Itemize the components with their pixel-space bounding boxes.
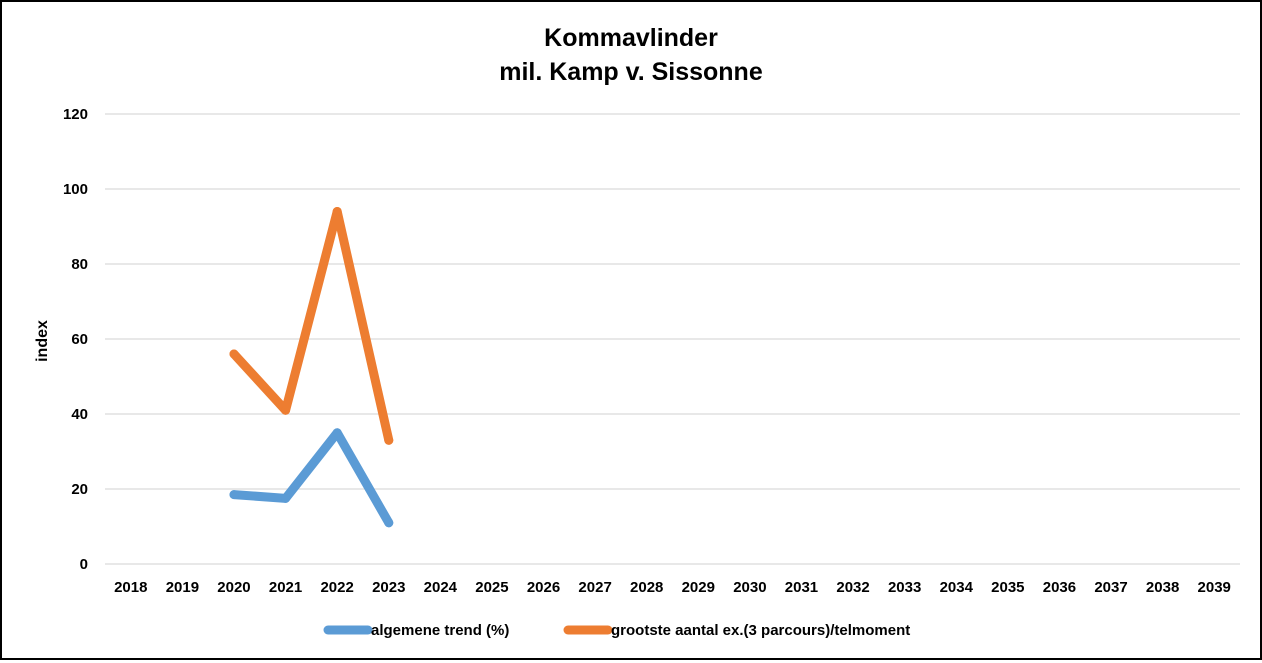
data-point xyxy=(281,405,291,415)
x-tick-label: 2027 xyxy=(578,579,611,596)
legend-label: grootste aantal ex.(3 parcours)/telmomen… xyxy=(611,622,910,639)
data-point xyxy=(332,428,342,438)
x-tick-label: 2026 xyxy=(527,579,560,596)
data-point xyxy=(229,490,239,500)
data-point xyxy=(384,435,394,445)
y-tick-label: 0 xyxy=(80,556,88,573)
x-tick-label: 2021 xyxy=(269,579,302,596)
x-tick-label: 2028 xyxy=(630,579,663,596)
y-tick-label: 40 xyxy=(71,406,88,423)
y-tick-label: 100 xyxy=(63,181,88,198)
y-axis-label: index xyxy=(34,320,51,362)
x-tick-label: 2039 xyxy=(1198,579,1231,596)
x-tick-label: 2036 xyxy=(1043,579,1076,596)
data-point xyxy=(281,493,291,503)
x-tick-label: 2025 xyxy=(475,579,508,596)
x-tick-label: 2023 xyxy=(372,579,405,596)
y-tick-label: 60 xyxy=(71,331,88,348)
x-tick-label: 2035 xyxy=(991,579,1024,596)
series-line-2 xyxy=(229,207,394,445)
x-tick-label: 2037 xyxy=(1094,579,1127,596)
series-line-1 xyxy=(229,428,394,528)
data-point xyxy=(229,349,239,359)
x-tick-label: 2020 xyxy=(217,579,250,596)
x-tick-label: 2022 xyxy=(320,579,353,596)
x-tick-label: 2034 xyxy=(940,579,974,596)
data-point xyxy=(332,207,342,216)
x-tick-label: 2024 xyxy=(424,579,458,596)
data-point xyxy=(384,518,394,528)
x-tick-label: 2032 xyxy=(836,579,869,596)
y-tick-label: 120 xyxy=(63,106,88,123)
chart-title-line: mil. Kamp v. Sissonne xyxy=(499,58,763,86)
x-tick-label: 2018 xyxy=(114,579,147,596)
legend-label: algemene trend (%) xyxy=(371,622,509,639)
x-tick-label: 2029 xyxy=(682,579,715,596)
y-tick-label: 80 xyxy=(71,256,88,273)
x-tick-label: 2030 xyxy=(733,579,766,596)
x-tick-label: 2031 xyxy=(785,579,818,596)
x-tick-label: 2038 xyxy=(1146,579,1179,596)
chart-title-line: Kommavlinder xyxy=(544,24,718,52)
x-tick-label: 2019 xyxy=(166,579,199,596)
y-tick-label: 20 xyxy=(71,481,88,498)
x-tick-label: 2033 xyxy=(888,579,921,596)
